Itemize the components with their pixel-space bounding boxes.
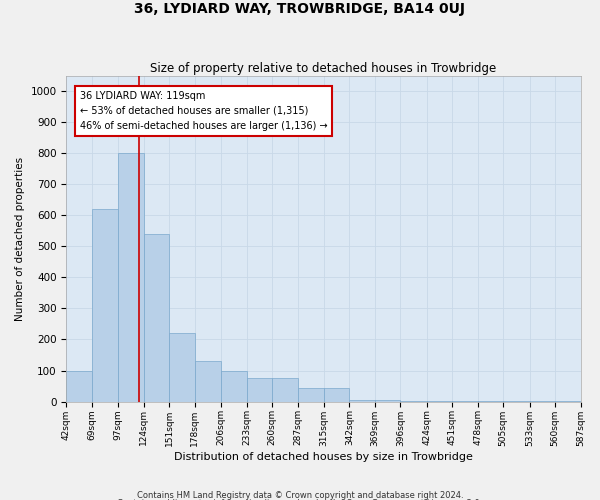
Bar	[375, 400, 400, 402]
Bar	[427, 400, 452, 402]
Bar	[503, 401, 530, 402]
Bar	[92, 209, 118, 402]
Bar	[530, 401, 555, 402]
Bar	[67, 370, 92, 402]
Text: Contains HM Land Registry data © Crown copyright and database right 2024.: Contains HM Land Registry data © Crown c…	[137, 490, 463, 500]
Bar	[478, 401, 503, 402]
Bar	[118, 154, 144, 402]
Bar	[555, 401, 581, 402]
Bar	[194, 361, 221, 402]
Y-axis label: Number of detached properties: Number of detached properties	[15, 156, 25, 320]
Bar	[324, 388, 349, 402]
X-axis label: Distribution of detached houses by size in Trowbridge: Distribution of detached houses by size …	[174, 452, 473, 462]
Bar	[169, 334, 194, 402]
Bar	[400, 400, 427, 402]
Title: Size of property relative to detached houses in Trowbridge: Size of property relative to detached ho…	[151, 62, 497, 74]
Text: 36 LYDIARD WAY: 119sqm
← 53% of detached houses are smaller (1,315)
46% of semi-: 36 LYDIARD WAY: 119sqm ← 53% of detached…	[80, 91, 327, 131]
Bar	[144, 234, 169, 402]
Bar	[221, 370, 247, 402]
Bar	[452, 401, 478, 402]
Bar	[272, 378, 298, 402]
Bar	[298, 388, 324, 402]
Bar	[247, 378, 272, 402]
Text: 36, LYDIARD WAY, TROWBRIDGE, BA14 0UJ: 36, LYDIARD WAY, TROWBRIDGE, BA14 0UJ	[134, 2, 466, 16]
Bar	[349, 400, 375, 402]
